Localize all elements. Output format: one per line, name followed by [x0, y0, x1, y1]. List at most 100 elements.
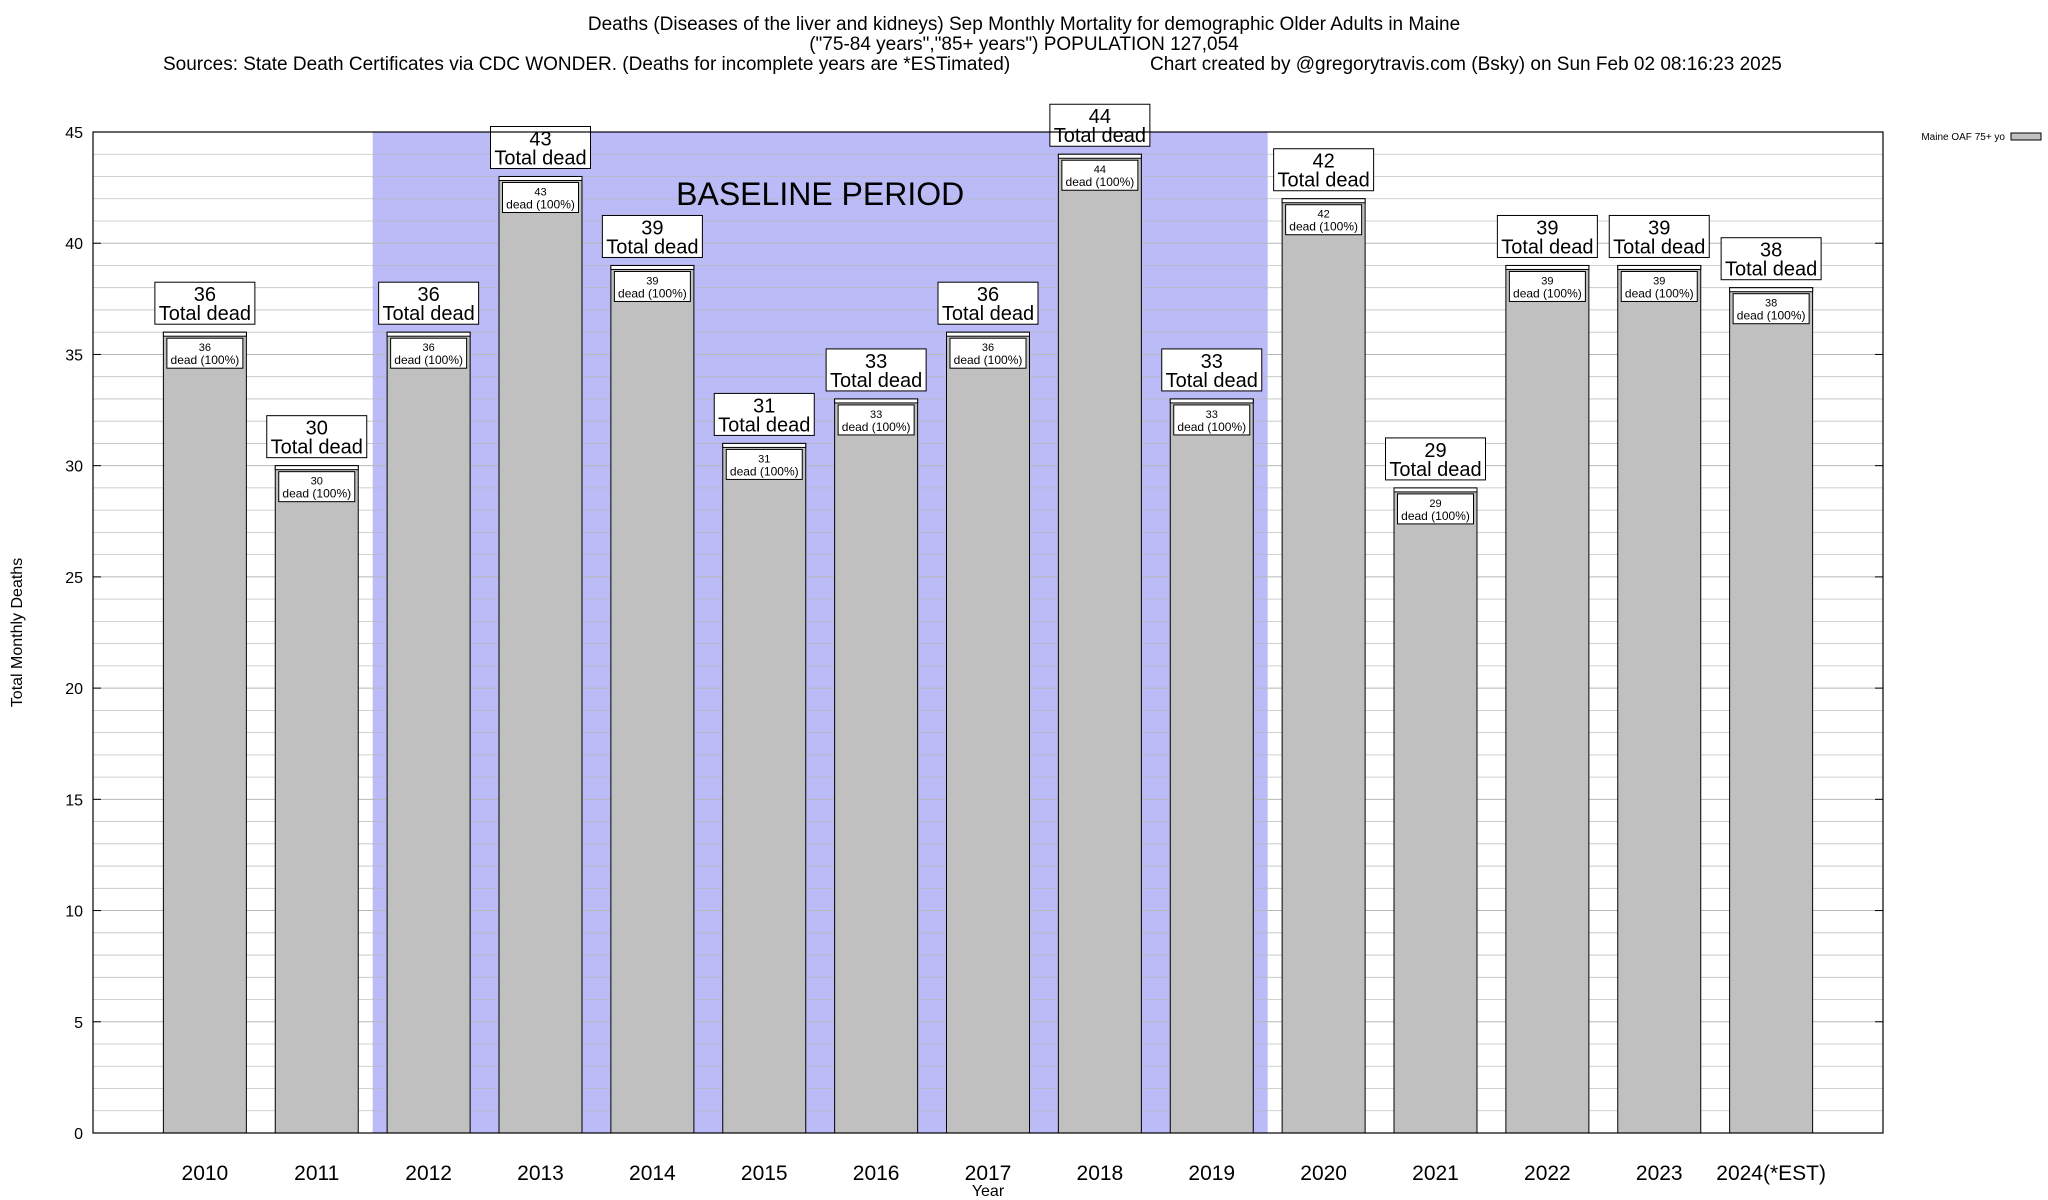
x-tick-label: 2020 [1300, 1162, 1347, 1185]
bar [1169, 398, 1254, 1134]
inner-label-text: dead (100%) [618, 286, 687, 300]
inner-label-text: dead (100%) [171, 353, 240, 367]
bar [386, 331, 471, 1134]
top-label-text: Total dead [1613, 236, 1705, 258]
bar-cap [834, 398, 919, 404]
inner-label-value: 33 [1206, 409, 1218, 421]
top-label-box [1496, 214, 1598, 258]
x-tick-label: 2015 [741, 1162, 788, 1185]
bar-cap [1169, 398, 1254, 404]
x-tick-label: 2014 [629, 1162, 676, 1185]
inner-label-value: 29 [1429, 498, 1441, 510]
inner-label-text: dead (100%) [1289, 220, 1358, 234]
inner-label-value: 30 [311, 476, 323, 488]
bar-cap [1617, 264, 1702, 270]
inner-label-value: 36 [199, 342, 211, 354]
top-label-value: 36 [977, 284, 999, 306]
inner-label-value: 43 [534, 186, 546, 198]
y-tick-label: 45 [65, 125, 83, 142]
top-label-text: Total dead [494, 147, 586, 169]
top-label-box [154, 281, 256, 325]
top-label-value: 38 [1760, 240, 1782, 262]
y-axis-label: Total Monthly Deaths [9, 558, 26, 707]
inner-label-value: 39 [1541, 275, 1553, 287]
inner-label-text: dead (100%) [954, 353, 1023, 367]
top-label-value: 31 [753, 395, 775, 417]
top-label-value: 33 [865, 351, 887, 373]
top-label-value: 42 [1313, 151, 1335, 173]
bar [162, 331, 247, 1134]
inner-label-box [166, 337, 244, 369]
inner-label-text: dead (100%) [282, 487, 351, 501]
y-tick-label: 35 [65, 347, 83, 364]
top-label-box [1049, 103, 1151, 147]
bar [1729, 287, 1814, 1134]
x-tick-label: 2019 [1188, 1162, 1235, 1185]
inner-label-value: 39 [646, 275, 658, 287]
x-tick-label: 2016 [853, 1162, 900, 1185]
inner-label-box [1397, 493, 1474, 525]
inner-label-text: dead (100%) [730, 464, 799, 478]
inner-label-text: dead (100%) [1177, 420, 1246, 434]
inner-label-box [502, 181, 579, 213]
top-label-box [601, 214, 703, 258]
top-label-box [1385, 437, 1486, 481]
top-label-box [825, 348, 927, 392]
inner-label-value: 31 [758, 453, 770, 465]
top-label-value: 39 [641, 217, 663, 239]
inner-label-box [837, 404, 915, 436]
x-tick-label: 2012 [405, 1162, 452, 1185]
top-label-box [1161, 348, 1263, 392]
inner-label-text: dead (100%) [1066, 175, 1135, 189]
x-tick-label: 2017 [965, 1162, 1012, 1185]
inner-label-text: dead (100%) [1625, 286, 1694, 300]
top-label-text: Total dead [606, 236, 698, 258]
inner-label-text: dead (100%) [1401, 509, 1470, 523]
inner-label-box [1173, 404, 1251, 436]
inner-label-box [1620, 270, 1698, 302]
x-tick-label: 2021 [1412, 1162, 1459, 1185]
inner-label-box [278, 471, 356, 503]
x-tick-label: 2013 [517, 1162, 564, 1185]
top-label-value: 36 [194, 284, 216, 306]
inner-label-box [1285, 204, 1363, 236]
bar-cap [1057, 153, 1142, 159]
y-tick-label: 5 [74, 1015, 83, 1032]
y-tick-label: 20 [65, 681, 83, 698]
bar-cap [386, 331, 471, 337]
inner-label-box [613, 270, 691, 302]
bar [1281, 198, 1366, 1134]
top-label-value: 39 [1648, 217, 1670, 239]
y-tick-label: 15 [65, 792, 83, 809]
bar-cap [946, 331, 1030, 337]
bar-cap [162, 331, 247, 337]
bar [946, 331, 1030, 1134]
inner-label-box [1061, 159, 1139, 191]
top-label-text: Total dead [1277, 170, 1369, 192]
top-label-text: Total dead [942, 303, 1034, 325]
inner-label-text: dead (100%) [506, 197, 575, 211]
chart-credit: Chart created by @gregorytravis.com (Bsk… [1150, 54, 1782, 75]
y-tick-label: 30 [65, 459, 83, 476]
inner-label-text: dead (100%) [842, 420, 911, 434]
bar [610, 264, 695, 1134]
inner-label-box [1508, 270, 1586, 302]
x-axis-label: Year [972, 1183, 1005, 1200]
inner-label-box [949, 337, 1027, 369]
inner-label-text: dead (100%) [394, 353, 463, 367]
x-tick-label: 2023 [1636, 1162, 1683, 1185]
top-label-value: 44 [1089, 106, 1111, 128]
inner-label-box [725, 448, 803, 480]
x-tick-label: 2022 [1524, 1162, 1571, 1185]
bar [498, 175, 583, 1134]
bar-cap [1281, 198, 1366, 204]
inner-label-value: 36 [982, 342, 994, 354]
y-tick-label: 40 [65, 236, 83, 253]
x-tick-label: 2010 [182, 1162, 229, 1185]
top-label-value: 39 [1536, 217, 1558, 239]
top-label-text: Total dead [159, 303, 251, 325]
chart-sources: Sources: State Death Certificates via CD… [163, 54, 1011, 75]
top-label-box [1608, 214, 1710, 258]
bar [722, 442, 807, 1134]
